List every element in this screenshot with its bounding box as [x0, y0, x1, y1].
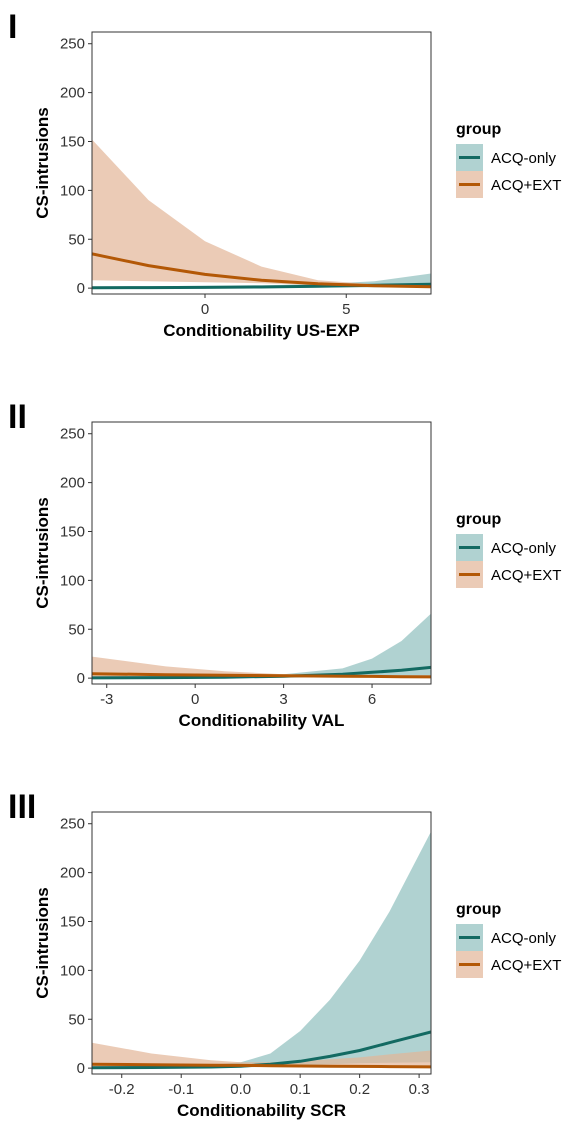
y-axis-title: CS-intrusions	[33, 497, 52, 608]
y-tick-label: 250	[60, 816, 85, 833]
x-tick-label: 5	[342, 301, 350, 318]
legend: group ACQ-only ACQ+EXT	[456, 511, 561, 588]
legend-label: ACQ+EXT	[491, 567, 561, 584]
y-tick-label: 150	[60, 523, 85, 540]
legend-title: group	[456, 121, 502, 138]
plot-area	[92, 139, 431, 290]
y-tick-label: 200	[60, 475, 85, 492]
panel-label: I	[8, 8, 17, 46]
panel-border	[91, 31, 432, 295]
y-tick-label: 100	[60, 182, 85, 199]
y-tick-label: 50	[68, 1011, 85, 1028]
plot-area	[92, 831, 431, 1070]
chart-panel-3: III 0 50 100 150 200 250 -0.2 -0.1 0.0 0.1 0.2 0.3 Co…	[8, 788, 561, 1120]
y-tick-label: 200	[60, 85, 85, 102]
legend-label: ACQ-only	[491, 540, 557, 557]
x-tick-label: 0	[191, 691, 199, 708]
y-tick-label: 0	[77, 670, 85, 687]
x-axis-title: Conditionability SCR	[177, 1101, 346, 1120]
x-tick-label: 0.1	[290, 1081, 311, 1098]
series-line-acq-ext	[92, 1062, 431, 1069]
legend-title: group	[456, 901, 502, 918]
x-axis-title: Conditionability VAL	[179, 711, 345, 730]
x-axis-title: Conditionability US-EXP	[163, 321, 359, 340]
y-tick-label: 50	[68, 231, 85, 248]
confidence-band-acq-only	[92, 831, 431, 1069]
x-tick-label: 6	[368, 691, 376, 708]
y-tick-label: 150	[60, 133, 85, 150]
panel-label: II	[8, 398, 27, 436]
legend-label: ACQ+EXT	[491, 177, 561, 194]
y-tick-label: 100	[60, 572, 85, 589]
legend-label: ACQ-only	[491, 150, 557, 167]
x-tick-label: -0.1	[168, 1081, 194, 1098]
legend-label: ACQ-only	[491, 930, 557, 947]
legend: group ACQ-only ACQ+EXT	[456, 121, 561, 198]
confidence-band-acq-ext	[92, 1042, 431, 1068]
confidence-band-acq-ext	[92, 139, 431, 288]
x-tick-label: 0.3	[409, 1081, 430, 1098]
y-axis-title: CS-intrusions	[33, 107, 52, 218]
legend-label: ACQ+EXT	[491, 957, 561, 974]
chart-panel-1: I 0 50 100 150 200 250 0 5 Conditionability US-EX…	[8, 8, 561, 340]
x-tick-label: 3	[279, 691, 287, 708]
y-tick-label: 250	[60, 426, 85, 443]
y-tick-label: 100	[60, 962, 85, 979]
y-axis-title: CS-intrusions	[33, 887, 52, 998]
plot-area	[92, 613, 431, 680]
y-tick-label: 200	[60, 865, 85, 882]
panel-border	[91, 421, 432, 685]
x-tick-label: -3	[100, 691, 113, 708]
y-tick-label: 50	[68, 621, 85, 638]
y-tick-label: 0	[77, 280, 85, 297]
x-tick-label: 0.2	[349, 1081, 370, 1098]
y-tick-label: 150	[60, 913, 85, 930]
y-tick-label: 250	[60, 36, 85, 53]
series-line-acq-only	[92, 1030, 431, 1070]
series-line-acq-ext	[92, 672, 431, 679]
legend-title: group	[456, 511, 502, 528]
y-tick-label: 0	[77, 1060, 85, 1077]
panel-border	[91, 811, 432, 1075]
chart-panel-2: II 0 50 100 150 200 250 -3 0 3 6 Conditionability V…	[8, 398, 561, 730]
x-tick-label: 0	[201, 301, 209, 318]
panel-label: III	[8, 788, 36, 826]
series-line-acq-ext	[92, 252, 431, 289]
confidence-band-acq-ext	[92, 656, 431, 678]
x-tick-label: 0.0	[230, 1081, 251, 1098]
legend: group ACQ-only ACQ+EXT	[456, 901, 561, 978]
x-tick-label: -0.2	[109, 1081, 135, 1098]
